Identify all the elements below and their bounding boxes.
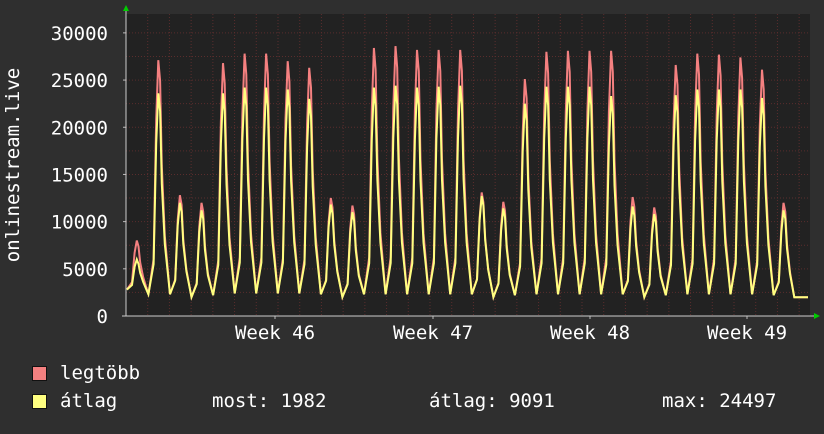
- legend-label-max: legtöbb: [60, 362, 141, 384]
- legend-swatch-max: [32, 365, 47, 381]
- y-axis-ticks: 0 5000 10000 15000 20000 25000 30000: [51, 23, 126, 328]
- x-axis-ticks: Week 46 Week 47 Week 48 Week 49: [235, 316, 787, 344]
- y-axis-label: onlinestream.live: [2, 68, 24, 262]
- legend-label-avg: átlag: [60, 390, 118, 412]
- x-tick-label: Week 49: [707, 322, 787, 344]
- x-tick-label: Week 48: [550, 322, 630, 344]
- stat-maximum: max: 24497: [662, 390, 777, 412]
- y-tick-label: 10000: [51, 212, 108, 234]
- series-line-avg: [126, 85, 808, 301]
- y-tick-label: 25000: [51, 70, 108, 92]
- legend-item-max: legtöbb: [32, 362, 140, 384]
- x-tick-label: Week 47: [393, 322, 473, 344]
- y-tick-label: 15000: [51, 164, 108, 186]
- stat-average: átlag: 9091: [429, 390, 555, 412]
- y-tick-label: 20000: [51, 117, 108, 139]
- axes: [122, 5, 820, 319]
- y-tick-label: 5000: [62, 259, 108, 281]
- y-axis-arrow: [123, 5, 129, 11]
- legend-swatch-avg: [32, 393, 47, 409]
- x-axis-arrow: [814, 313, 820, 319]
- legend-item-avg: átlag: [32, 390, 117, 412]
- x-tick-label: Week 46: [235, 322, 315, 344]
- y-tick-label: 0: [97, 306, 108, 328]
- stat-current: most: 1982: [212, 390, 327, 412]
- y-tick-label: 30000: [51, 23, 108, 45]
